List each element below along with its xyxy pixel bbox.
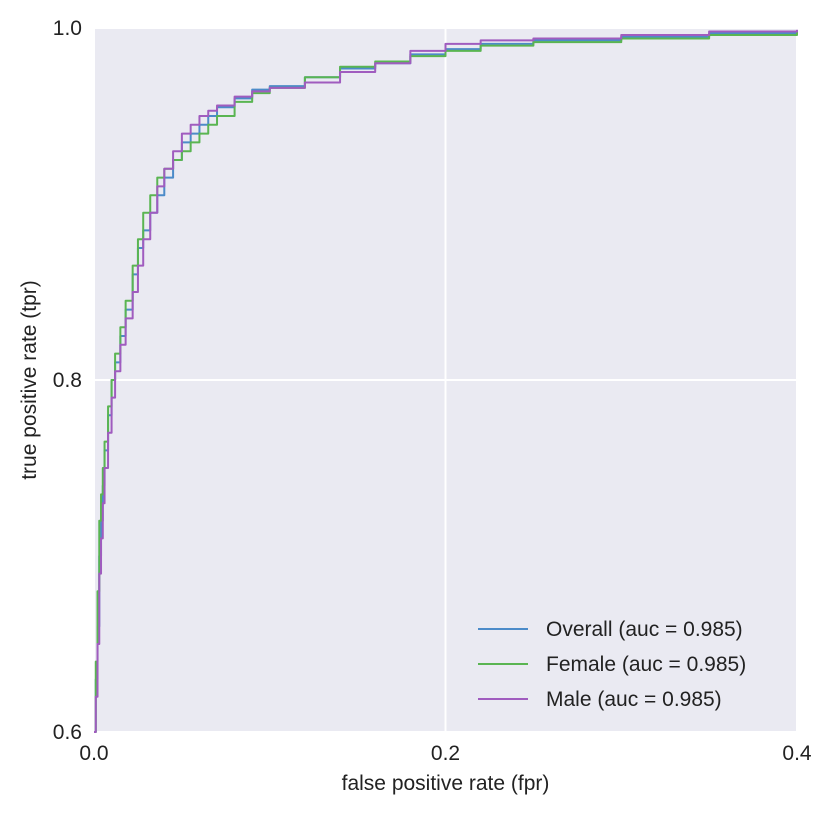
- grid-lines: [93, 27, 798, 733]
- y-tick-label: 0.6: [53, 721, 82, 744]
- legend-label-female: Female (auc = 0.985): [546, 653, 746, 676]
- series-lines: [94, 29, 798, 733]
- y-tick-labels: 0.6 0.8 1.0: [53, 17, 82, 744]
- legend: Overall (auc = 0.985) Female (auc = 0.985…: [478, 618, 746, 711]
- y-axis-label: true positive rate (tpr): [18, 280, 41, 480]
- legend-label-overall: Overall (auc = 0.985): [546, 618, 743, 641]
- x-axis-label: false positive rate (fpr): [342, 772, 550, 795]
- series-line-male: [94, 29, 798, 733]
- x-tick-label: 0.4: [782, 742, 812, 765]
- legend-label-male: Male (auc = 0.985): [546, 688, 722, 711]
- y-tick-label: 0.8: [53, 369, 82, 392]
- x-tick-labels: 0.0 0.2 0.4: [79, 742, 812, 765]
- x-tick-label: 0.2: [431, 742, 460, 765]
- y-tick-label: 1.0: [53, 17, 82, 40]
- x-tick-label: 0.0: [79, 742, 108, 765]
